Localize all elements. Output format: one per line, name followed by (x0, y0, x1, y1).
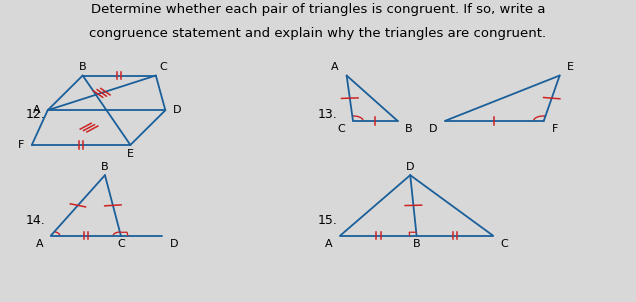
Text: B: B (79, 62, 86, 72)
Text: A: A (325, 239, 333, 249)
Text: A: A (36, 239, 43, 249)
Text: E: E (567, 62, 574, 72)
Text: congruence statement and explain why the triangles are congruent.: congruence statement and explain why the… (90, 27, 546, 40)
Text: F: F (551, 124, 558, 134)
Text: C: C (117, 239, 125, 249)
Text: C: C (501, 239, 508, 249)
Text: 15.: 15. (318, 214, 338, 227)
Text: A: A (331, 62, 339, 72)
Text: 14.: 14. (25, 214, 45, 227)
Text: C: C (160, 62, 167, 72)
Text: E: E (127, 149, 134, 159)
Text: B: B (405, 124, 413, 134)
Text: C: C (338, 124, 345, 134)
Text: 13.: 13. (318, 108, 338, 121)
Text: B: B (101, 162, 109, 172)
Text: A: A (32, 105, 40, 115)
Text: D: D (170, 239, 178, 249)
Text: B: B (413, 239, 420, 249)
Text: D: D (406, 162, 415, 172)
Text: D: D (173, 105, 181, 115)
Text: F: F (18, 140, 24, 150)
Text: Determine whether each pair of triangles is congruent. If so, write a: Determine whether each pair of triangles… (91, 3, 545, 16)
Text: D: D (429, 124, 438, 134)
Text: 12.: 12. (25, 108, 45, 121)
